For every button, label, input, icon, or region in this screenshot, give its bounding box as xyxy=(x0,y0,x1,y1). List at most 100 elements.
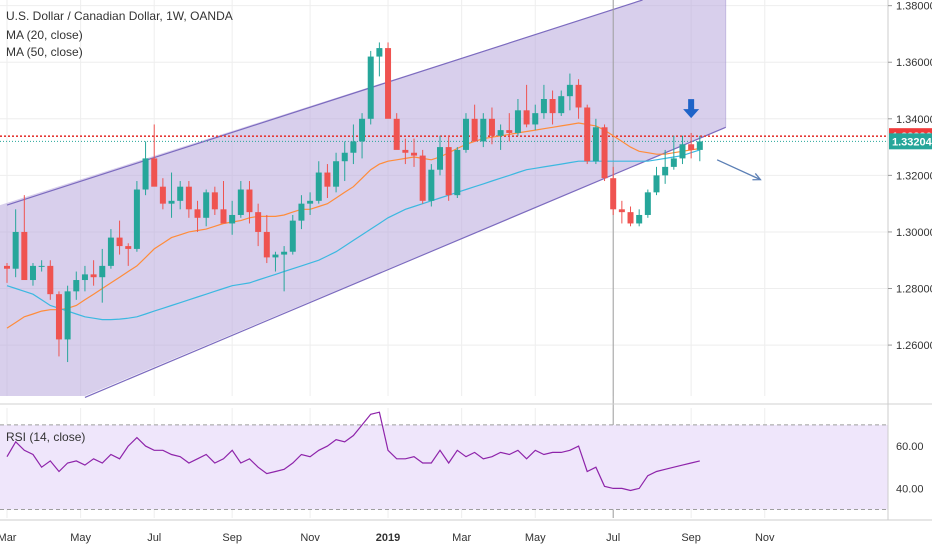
candle xyxy=(220,181,227,224)
chart-title: U.S. Dollar / Canadian Dollar, 1W, OANDA xyxy=(6,9,233,23)
candle-body xyxy=(246,189,253,213)
arrow-down-icon xyxy=(683,99,700,119)
candle xyxy=(64,285,71,363)
trend-arrow-head xyxy=(752,173,762,181)
candle xyxy=(281,246,288,292)
candle-body xyxy=(90,274,97,278)
candle-body xyxy=(462,118,469,150)
rsi-label: RSI (14, close) xyxy=(6,430,85,444)
candle xyxy=(601,124,608,182)
candle-body xyxy=(627,212,634,224)
candle xyxy=(627,206,634,227)
candle xyxy=(540,84,547,119)
candle-body xyxy=(419,155,426,201)
candle xyxy=(151,124,158,187)
time-tick-label: Jul xyxy=(606,532,620,544)
candle-body xyxy=(428,169,435,201)
candle xyxy=(679,135,686,165)
channel-upper-line xyxy=(6,0,643,206)
candle-body xyxy=(21,231,28,281)
time-tick-label: Mar xyxy=(452,532,471,544)
candle-body xyxy=(168,200,175,204)
candle xyxy=(419,149,426,204)
candle-body xyxy=(307,200,314,204)
candle-body xyxy=(471,118,478,142)
candle xyxy=(610,166,617,215)
candle-body xyxy=(532,113,539,125)
candle-body xyxy=(81,274,88,281)
rsi-pane xyxy=(0,403,932,511)
candle xyxy=(315,161,322,204)
candle-body xyxy=(133,189,140,249)
candle-body xyxy=(47,265,54,295)
candle xyxy=(618,200,625,224)
candle xyxy=(255,203,262,247)
candle-body xyxy=(575,84,582,108)
candle xyxy=(670,135,677,170)
candle xyxy=(549,90,556,125)
candle xyxy=(298,195,305,230)
price-tick-label: 1.30000 xyxy=(896,227,932,239)
rsi-tick-label: 40.00 xyxy=(896,483,924,495)
candle-body xyxy=(289,220,296,252)
candle xyxy=(367,50,374,125)
channel-fill xyxy=(0,0,726,396)
candle xyxy=(177,181,184,210)
candle-body xyxy=(402,149,409,153)
candle-body xyxy=(107,237,114,266)
candle-body xyxy=(4,265,10,269)
candle-body xyxy=(185,186,192,210)
candle xyxy=(411,138,418,167)
candle-body xyxy=(64,291,71,340)
candle xyxy=(81,265,88,292)
candle-body xyxy=(488,118,495,136)
candle xyxy=(12,209,19,278)
candle-body xyxy=(229,214,236,224)
candle xyxy=(445,135,452,201)
time-tick-label: 2019 xyxy=(376,532,400,544)
candle-body xyxy=(151,158,158,187)
channel-lower-line xyxy=(84,126,727,398)
candle xyxy=(393,113,400,150)
candle xyxy=(636,209,643,227)
candle xyxy=(159,178,166,210)
candle-body xyxy=(679,144,686,159)
candle xyxy=(359,113,366,159)
candle xyxy=(688,132,695,159)
candle-body xyxy=(670,158,677,167)
price-badge-text: 1.33204 xyxy=(892,136,932,148)
candle-body xyxy=(523,110,530,125)
candle-body xyxy=(506,130,513,133)
candle-body xyxy=(255,212,262,232)
candle-body xyxy=(350,141,357,153)
candle xyxy=(246,181,253,224)
candle-body xyxy=(566,84,573,97)
time-tick-label: Sep xyxy=(681,532,701,544)
candle-body xyxy=(385,48,392,119)
candle-body xyxy=(116,237,123,247)
candle xyxy=(185,181,192,218)
candle-body xyxy=(610,178,617,210)
candle-body xyxy=(688,144,695,150)
candle xyxy=(107,229,114,269)
time-tick-label: Nov xyxy=(755,532,775,544)
candle-body xyxy=(644,192,651,215)
candle xyxy=(4,263,10,283)
candle-body xyxy=(29,265,36,281)
candle xyxy=(462,113,469,153)
candle xyxy=(307,192,314,215)
candle xyxy=(116,220,123,255)
candle xyxy=(263,214,270,264)
candle-body xyxy=(324,172,331,187)
candle-body xyxy=(514,110,521,133)
candle-body xyxy=(237,189,244,215)
candle xyxy=(471,104,478,142)
candle xyxy=(38,260,45,272)
candle xyxy=(566,73,573,111)
candle-body xyxy=(393,118,400,150)
candle xyxy=(237,181,244,218)
candle xyxy=(133,181,140,252)
candle xyxy=(514,99,521,136)
